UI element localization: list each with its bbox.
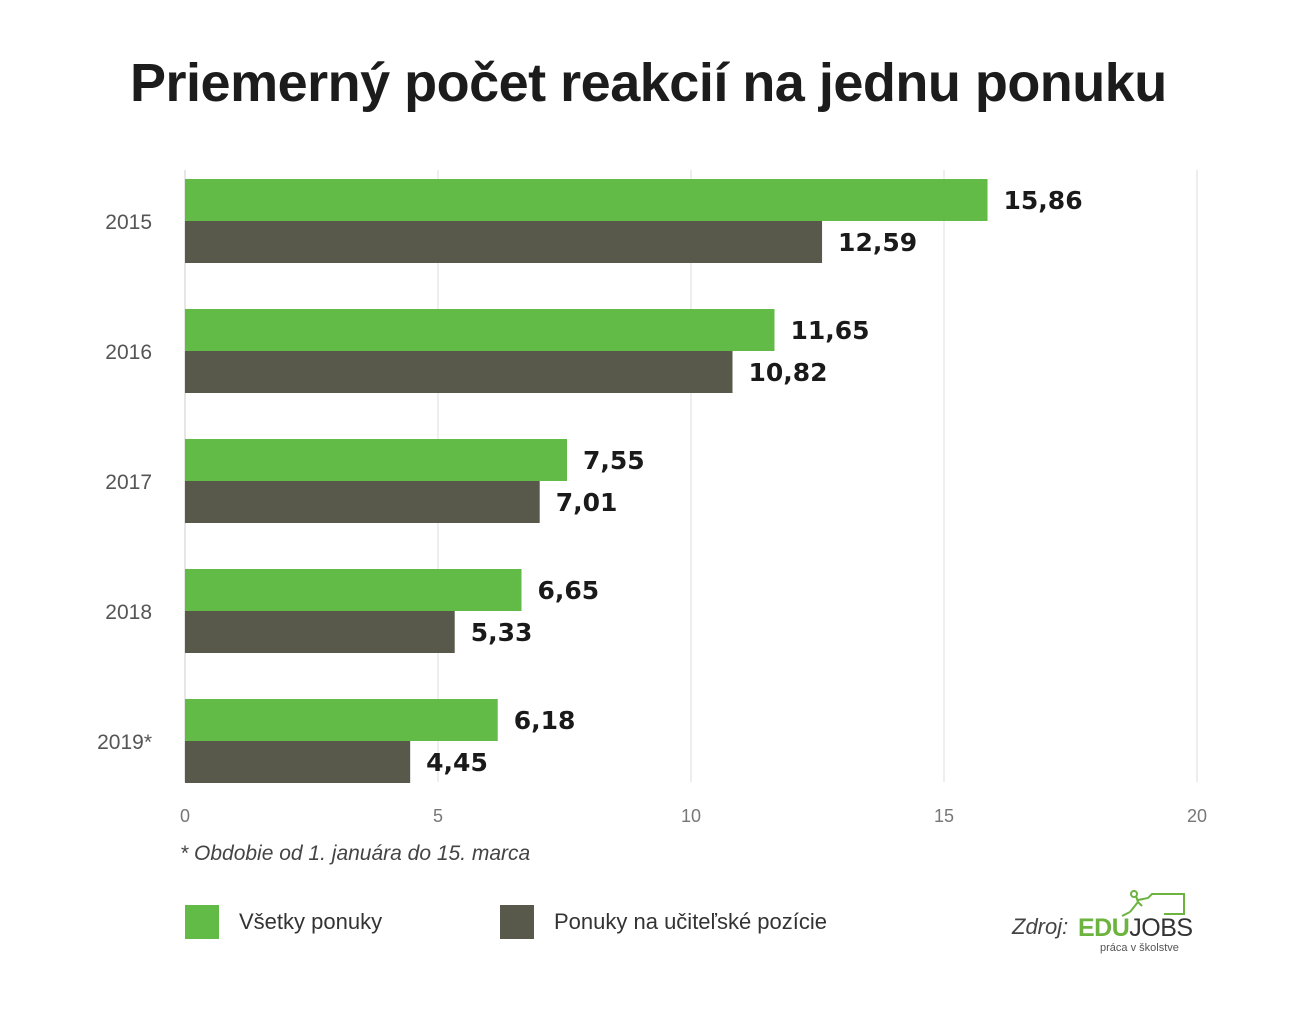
- bar: [185, 351, 733, 393]
- legend-label-all-offers: Všetky ponuky: [239, 909, 383, 934]
- legend-swatch-all-offers: [185, 905, 219, 939]
- data-label: 6,18: [514, 706, 576, 735]
- bars: [185, 179, 988, 783]
- chart-title-text: Priemerný počet reakcií na jednu ponuku: [130, 53, 1167, 113]
- x-tick-label: 5: [433, 806, 443, 826]
- data-label: 12,59: [838, 228, 917, 257]
- bar: [185, 309, 775, 351]
- footnote: * Obdobie od 1. januára do 15. marca: [180, 842, 531, 865]
- data-label: 7,01: [556, 488, 618, 517]
- bar: [185, 611, 455, 653]
- x-tick-label: 10: [681, 806, 701, 826]
- category-label: 2017: [105, 471, 152, 494]
- logo-figure-icon: [1121, 890, 1185, 917]
- x-tick-label: 15: [934, 806, 954, 826]
- logo-jobs-text: JOBS: [1129, 914, 1193, 942]
- data-label: 5,33: [471, 618, 533, 647]
- source: Zdroj: EDUJOBS práca v školstve: [1012, 890, 1212, 960]
- data-label: 4,45: [426, 748, 488, 777]
- bar: [185, 221, 823, 263]
- x-tick-label: 0: [180, 806, 190, 826]
- grid-lines: [184, 170, 1198, 782]
- bar-chart: 0 5 10 15 20 2015 15,86 12,59 2016 11,65 10,82 2017…: [97, 170, 1207, 826]
- category-label: 2018: [105, 601, 152, 624]
- bar: [185, 481, 540, 523]
- x-tick-label: 20: [1187, 806, 1207, 826]
- data-label: 7,55: [583, 446, 645, 475]
- category-label: 2016: [105, 341, 152, 364]
- legend-item-teacher-offers: Ponuky na učiteľské pozície: [500, 904, 827, 940]
- category-label: 2015: [105, 211, 152, 234]
- legend-item-all-offers: Všetky ponuky: [185, 904, 382, 940]
- bar: [185, 569, 522, 611]
- edujobs-logo: EDUJOBS práca v školstve: [1078, 890, 1198, 956]
- source-label: Zdroj:: [1012, 914, 1069, 939]
- bar: [185, 439, 568, 481]
- data-label: 11,65: [790, 316, 869, 345]
- data-label: 15,86: [1004, 186, 1083, 215]
- logo-tagline: práca v školstve: [1100, 942, 1179, 954]
- legend-label-teacher-offers: Ponuky na učiteľské pozície: [554, 909, 828, 934]
- category-label: 2019*: [97, 731, 152, 754]
- data-label: 10,82: [748, 358, 827, 387]
- logo-wordmark: EDUJOBS: [1078, 914, 1193, 943]
- logo-edu-text: EDU: [1078, 914, 1130, 942]
- data-label: 6,65: [537, 576, 599, 605]
- bar: [185, 699, 498, 741]
- bar: [185, 179, 988, 221]
- legend-swatch-teacher-offers: [500, 905, 534, 939]
- labels: 0 5 10 15 20 2015 15,86 12,59 2016 11,65 10,82 2017…: [97, 186, 1207, 826]
- bar: [185, 741, 411, 783]
